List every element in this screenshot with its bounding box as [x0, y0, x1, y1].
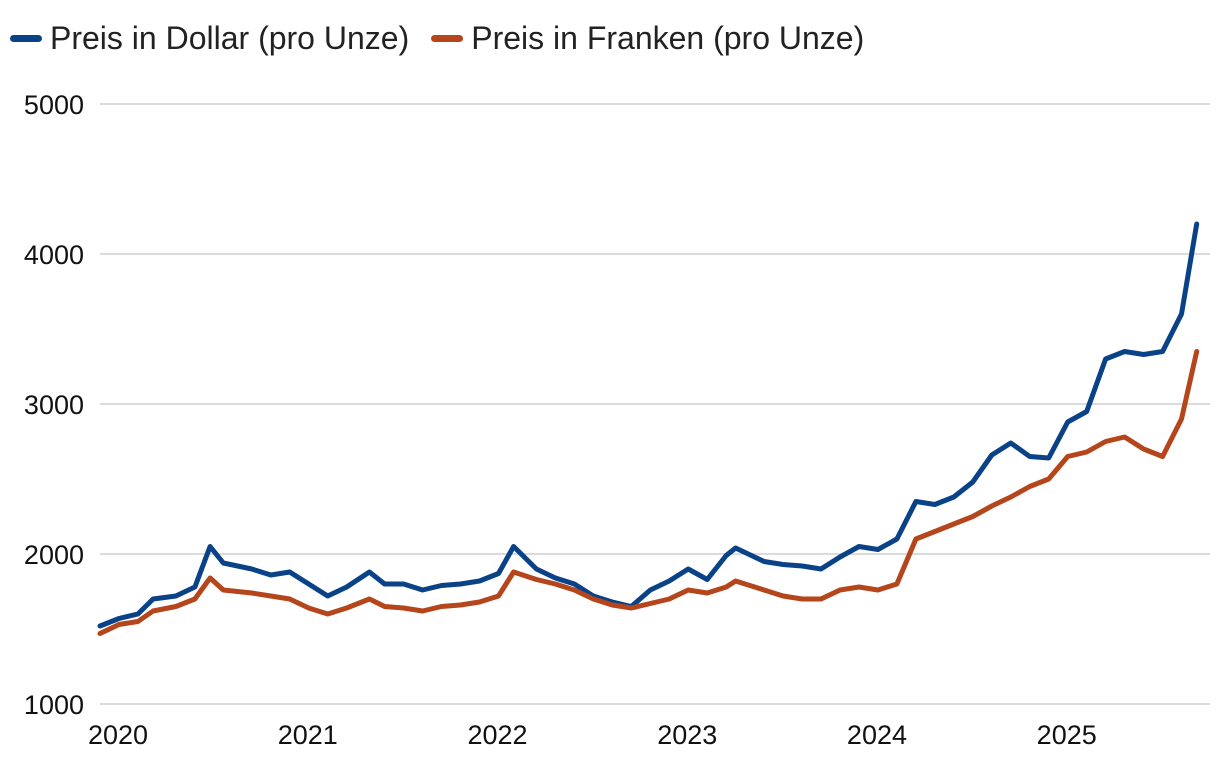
- legend-item-franken: Preis in Franken (pro Unze): [431, 20, 864, 57]
- legend-label-franken: Preis in Franken (pro Unze): [471, 20, 865, 56]
- y-tick-label: 1000: [24, 690, 84, 720]
- y-tick-label: 3000: [24, 390, 84, 420]
- y-axis-ticks: 1000 2000 3000 4000 5000: [24, 90, 84, 720]
- x-tick-label: 2020: [88, 720, 148, 750]
- series-lines: [97, 221, 1200, 636]
- legend-item-dollar: Preis in Dollar (pro Unze): [10, 20, 409, 57]
- series-line-dollar: [97, 221, 1200, 629]
- y-tick-label: 5000: [24, 90, 84, 120]
- y-tick-label: 2000: [24, 540, 84, 570]
- x-tick-label: 2025: [1037, 720, 1097, 750]
- x-tick-label: 2024: [847, 720, 907, 750]
- x-tick-label: 2023: [657, 720, 717, 750]
- legend-label-dollar: Preis in Dollar (pro Unze): [50, 20, 410, 56]
- legend-swatch-dollar: [10, 35, 42, 42]
- series-line-franken: [97, 349, 1200, 636]
- legend-swatch-franken: [431, 35, 464, 42]
- x-axis-ticks: 2020 2021 2022 2023 2024 2025: [88, 720, 1097, 750]
- x-tick-label: 2022: [467, 720, 527, 750]
- chart-legend: Preis in Dollar (pro Unze) Preis in Fran…: [10, 20, 864, 57]
- y-tick-label: 4000: [24, 240, 84, 270]
- x-tick-label: 2021: [278, 720, 338, 750]
- gridlines: [100, 103, 1210, 705]
